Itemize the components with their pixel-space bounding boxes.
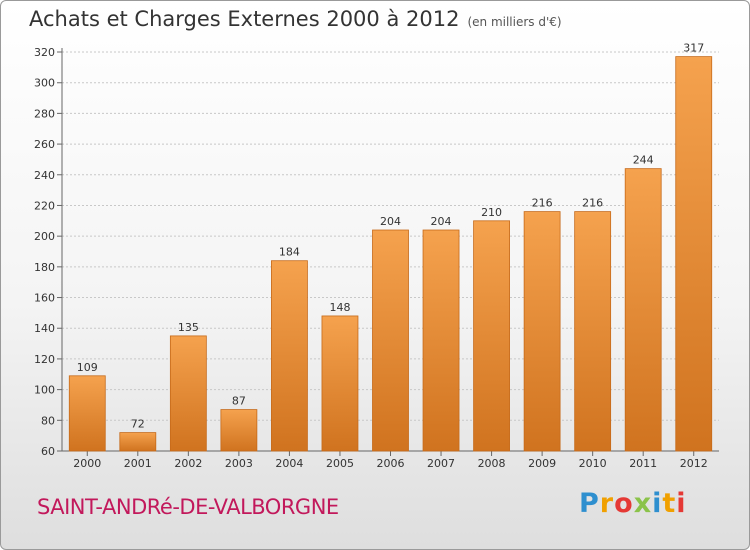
chart-subtitle: (en milliers d'€) bbox=[467, 15, 562, 29]
bar-2006 bbox=[372, 229, 409, 452]
bar-2010 bbox=[574, 211, 612, 452]
x-tick-label: 2012 bbox=[680, 457, 708, 470]
bar-2009 bbox=[523, 211, 561, 452]
axes: 60 80 100 120 140 160 180 200 220 240 260 280 300 320… bbox=[34, 46, 719, 470]
y-tick-label: 220 bbox=[34, 199, 55, 212]
bars bbox=[68, 56, 713, 452]
bar-2011 bbox=[624, 168, 662, 452]
y-tick-label: 260 bbox=[34, 138, 55, 151]
logo-letter: t bbox=[662, 488, 677, 519]
x-tick-label: 2008 bbox=[478, 457, 506, 470]
value-label: 135 bbox=[178, 321, 199, 334]
logo-letter: o bbox=[614, 488, 634, 519]
logo-letter: i bbox=[652, 488, 663, 519]
value-label: 317 bbox=[683, 42, 704, 55]
logo-letter: P bbox=[579, 488, 600, 519]
y-tick-label: 80 bbox=[41, 414, 55, 427]
labels: 109 72 135 87 184 148 204 204 210 216 216 244 317 bbox=[77, 42, 704, 431]
value-label: 210 bbox=[481, 206, 502, 219]
x-tick-label: 2002 bbox=[174, 457, 202, 470]
x-tick-label: 2006 bbox=[377, 457, 405, 470]
x-tick-label: 2005 bbox=[326, 457, 354, 470]
value-label: 204 bbox=[431, 215, 452, 228]
x-tick-label: 2009 bbox=[528, 457, 556, 470]
bar-2005 bbox=[321, 315, 359, 452]
value-label: 204 bbox=[380, 215, 401, 228]
bar-2012 bbox=[675, 56, 713, 452]
y-tick-label: 140 bbox=[34, 322, 55, 335]
value-label: 216 bbox=[532, 197, 553, 210]
y-tick-label: 280 bbox=[34, 107, 55, 120]
logo-letter: x bbox=[633, 488, 653, 519]
bar-2007 bbox=[422, 229, 460, 452]
chart-title-text: Achats et Charges Externes 2000 à 2012 bbox=[29, 7, 460, 31]
y-tick-label: 100 bbox=[34, 384, 55, 397]
value-label: 109 bbox=[77, 361, 98, 374]
y-tick-label: 300 bbox=[34, 77, 55, 90]
bar-2001 bbox=[119, 432, 157, 452]
y-tick-label: 200 bbox=[34, 230, 55, 243]
x-tick-label: 2001 bbox=[124, 457, 152, 470]
x-tick-label: 2004 bbox=[275, 457, 303, 470]
y-tick-label: 160 bbox=[34, 292, 55, 305]
logo-letter: i bbox=[676, 488, 687, 519]
bar-2004 bbox=[271, 260, 308, 452]
chart-title: Achats et Charges Externes 2000 à 2012 (e… bbox=[29, 7, 562, 31]
logo-letter: r bbox=[599, 488, 615, 519]
y-tick-label: 240 bbox=[34, 169, 55, 182]
bar-2002 bbox=[169, 335, 207, 452]
commune-name: SAINT-ANDRé-DE-VALBORGNE bbox=[37, 495, 339, 519]
value-label: 87 bbox=[232, 395, 246, 408]
y-tick-label: 180 bbox=[34, 261, 55, 274]
value-label: 72 bbox=[131, 418, 145, 431]
bar-2003 bbox=[220, 409, 258, 452]
x-tick-label: 2011 bbox=[629, 457, 657, 470]
bar-2008 bbox=[473, 220, 510, 452]
y-tick-label: 320 bbox=[34, 46, 55, 59]
x-tick-label: 2000 bbox=[73, 457, 101, 470]
value-label: 244 bbox=[633, 154, 654, 167]
y-tick-label: 60 bbox=[41, 445, 55, 458]
x-tick-label: 2010 bbox=[579, 457, 607, 470]
value-label: 216 bbox=[582, 197, 603, 210]
value-label: 148 bbox=[329, 301, 350, 314]
value-label: 184 bbox=[279, 246, 300, 259]
x-tick-label: 2003 bbox=[225, 457, 253, 470]
y-tick-label: 120 bbox=[34, 353, 55, 366]
bar-2000 bbox=[68, 375, 106, 452]
x-tick-label: 2007 bbox=[427, 457, 455, 470]
proxiti-logo[interactable]: Proxiti bbox=[579, 488, 687, 519]
